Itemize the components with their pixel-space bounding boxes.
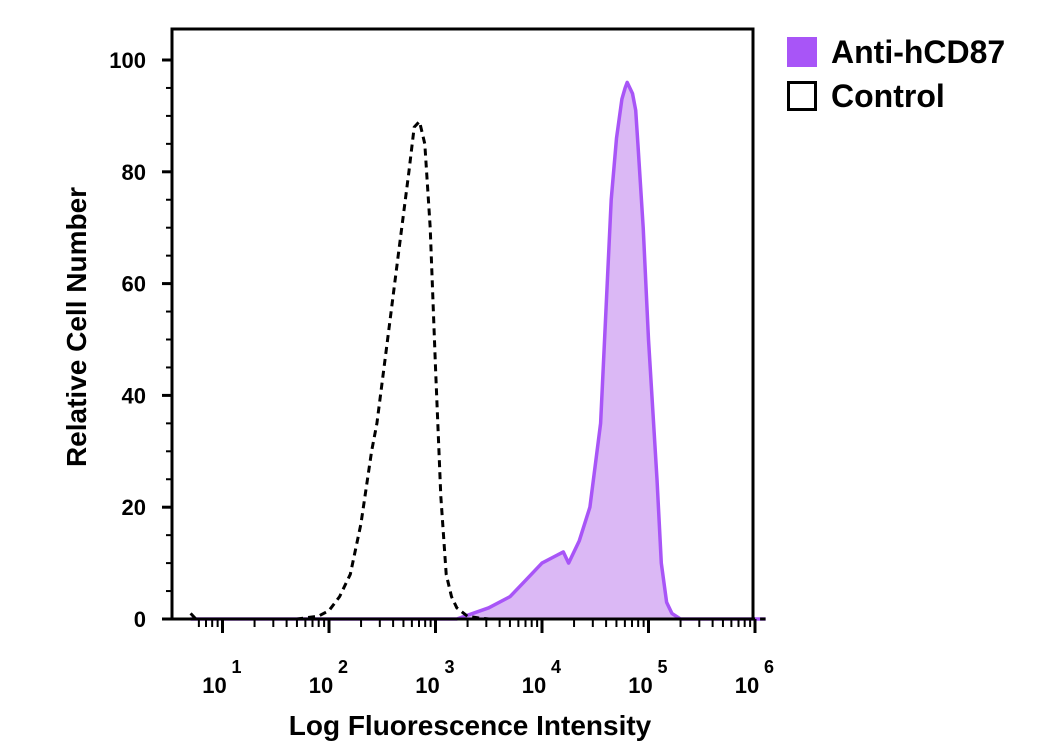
x-tick-label: 10 bbox=[522, 673, 546, 698]
x-tick-label: 10 bbox=[628, 673, 652, 698]
legend-label-control: Control bbox=[831, 77, 945, 114]
legend-swatch-empty bbox=[787, 81, 817, 111]
legend-swatch-filled bbox=[787, 37, 817, 67]
legend: Anti-hCD87 Control bbox=[787, 30, 1005, 118]
series-line-anti-hcd87 bbox=[190, 80, 766, 621]
x-tick-label: 10 bbox=[309, 673, 333, 698]
x-tick-label: 10 bbox=[735, 673, 759, 698]
x-axis-label: Log Fluorescence Intensity bbox=[289, 710, 652, 741]
y-tick-label: 60 bbox=[122, 272, 146, 297]
x-tick-label: 10 bbox=[415, 673, 439, 698]
y-tick-label: 40 bbox=[122, 383, 146, 408]
series-line-control bbox=[189, 120, 766, 621]
x-tick-exponent: 1 bbox=[231, 657, 241, 677]
y-tick-label: 100 bbox=[109, 48, 146, 73]
legend-label-anti-hcd87: Anti-hCD87 bbox=[831, 33, 1006, 70]
legend-item-control: Control bbox=[787, 74, 1005, 118]
y-tick-label: 80 bbox=[122, 160, 146, 185]
x-tick-exponent: 3 bbox=[444, 657, 454, 677]
series-area-anti-hcd87 bbox=[190, 82, 766, 619]
x-tick-exponent: 4 bbox=[551, 657, 561, 677]
x-tick-exponent: 6 bbox=[764, 657, 774, 677]
y-tick-label: 20 bbox=[122, 495, 146, 520]
y-axis-label: Relative Cell Number bbox=[61, 187, 92, 467]
x-tick-label: 10 bbox=[202, 673, 226, 698]
legend-item-anti-hcd87: Anti-hCD87 bbox=[787, 30, 1005, 74]
x-tick-exponent: 2 bbox=[338, 657, 348, 677]
x-tick-exponent: 5 bbox=[657, 657, 667, 677]
y-tick-label: 0 bbox=[134, 607, 146, 632]
plot-frame bbox=[170, 27, 755, 621]
